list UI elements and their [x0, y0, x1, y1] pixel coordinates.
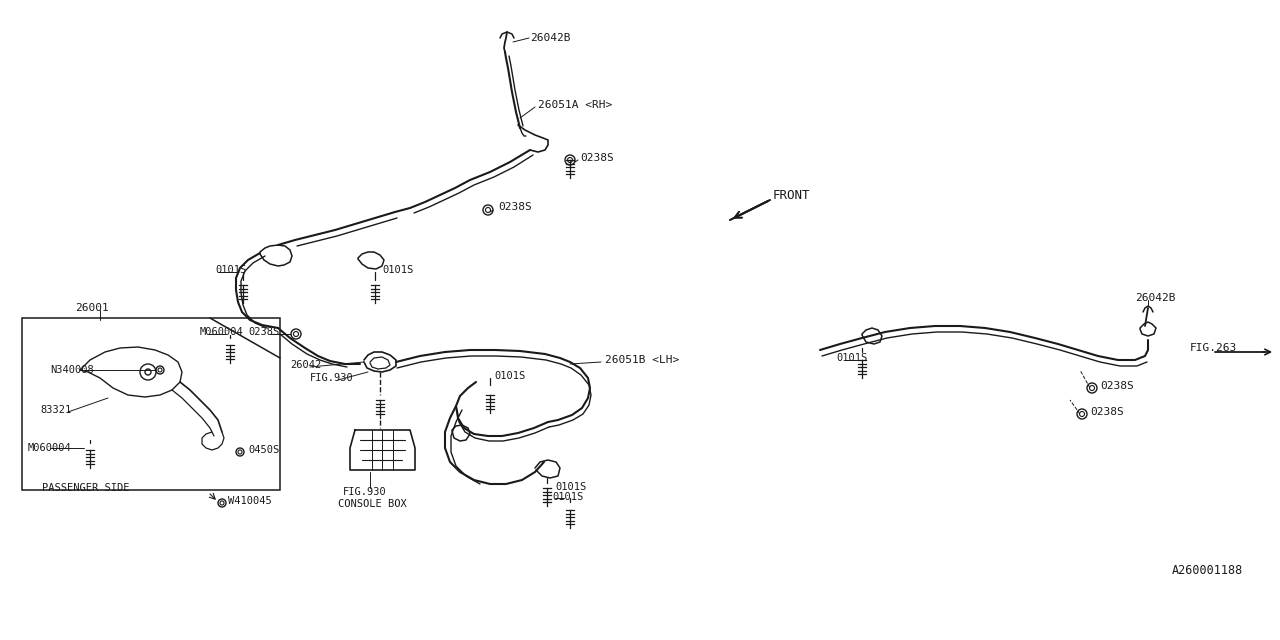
Text: M060004: M060004	[200, 327, 243, 337]
Text: 26042B: 26042B	[1135, 293, 1175, 303]
Text: FIG.930: FIG.930	[310, 373, 353, 383]
Text: FIG.930: FIG.930	[343, 487, 387, 497]
Text: 0101S: 0101S	[552, 492, 584, 502]
Text: N340008: N340008	[50, 365, 93, 375]
Text: 0238S: 0238S	[248, 327, 279, 337]
Text: 0101S: 0101S	[494, 371, 525, 381]
Text: 0101S: 0101S	[215, 265, 246, 275]
Text: CONSOLE BOX: CONSOLE BOX	[338, 499, 407, 509]
Text: 0101S: 0101S	[836, 353, 868, 363]
Text: 26051B <LH>: 26051B <LH>	[605, 355, 680, 365]
Text: 0450S: 0450S	[248, 445, 279, 455]
Text: 0238S: 0238S	[580, 153, 613, 163]
Text: 83321: 83321	[40, 405, 72, 415]
Text: 26001: 26001	[76, 303, 109, 313]
Text: 0238S: 0238S	[1100, 381, 1134, 391]
Text: 26042B: 26042B	[530, 33, 571, 43]
Text: FIG.263: FIG.263	[1190, 343, 1238, 353]
Text: 0238S: 0238S	[498, 202, 531, 212]
Text: 0238S: 0238S	[1091, 407, 1124, 417]
Text: 0101S: 0101S	[556, 482, 586, 492]
Text: A260001188: A260001188	[1172, 563, 1243, 577]
Text: 26042: 26042	[291, 360, 321, 370]
Text: 0101S: 0101S	[381, 265, 413, 275]
Text: W410045: W410045	[228, 496, 271, 506]
Text: 26051A <RH>: 26051A <RH>	[538, 100, 612, 110]
Text: M060004: M060004	[28, 443, 72, 453]
Text: FRONT: FRONT	[773, 189, 810, 202]
Bar	[22, 318, 280, 490]
Text: PASSENGER SIDE: PASSENGER SIDE	[42, 483, 129, 493]
